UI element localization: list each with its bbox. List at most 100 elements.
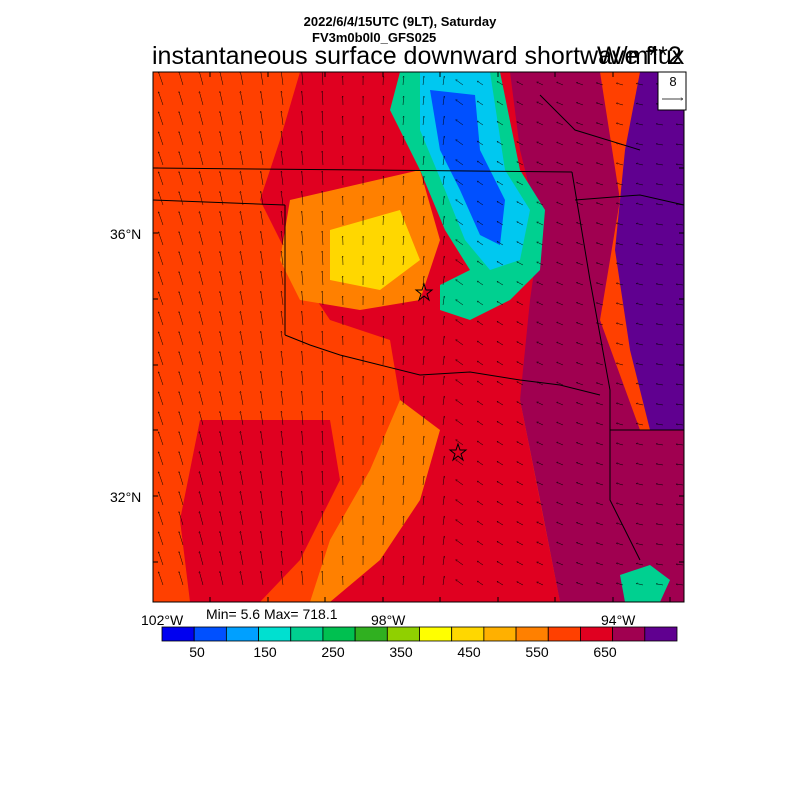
- wind-arrow: [517, 142, 524, 146]
- wind-arrow: [322, 491, 324, 506]
- wind-arrow: [422, 76, 424, 86]
- wind-arrow: [322, 72, 324, 86]
- wind-arrow: [158, 152, 164, 166]
- colorbar-swatch: [225, 626, 259, 642]
- wind-arrow: [322, 351, 324, 366]
- wind-arrow: [616, 343, 624, 346]
- tickmarks: [152, 72, 684, 602]
- wind-arrow: [302, 91, 304, 106]
- wind-arrow: [676, 404, 684, 405]
- wind-arrow: [322, 251, 324, 266]
- wind-arrow: [322, 151, 324, 166]
- wind-arrow: [261, 471, 264, 486]
- wind-arrow: [477, 100, 484, 106]
- min-max-stats: Min= 5.6 Max= 718.1: [206, 606, 338, 622]
- wind-arrow: [616, 263, 624, 266]
- wind-arrow: [616, 423, 624, 426]
- wind-arrow: [322, 571, 324, 586]
- wind-arrow: [442, 256, 444, 266]
- wind-arrow: [517, 482, 524, 486]
- wind-arrow: [676, 544, 684, 545]
- wind-arrow: [302, 151, 304, 166]
- wind-arrow: [422, 496, 424, 506]
- wind-arrow: [456, 319, 464, 326]
- colorbar-label: 450: [457, 644, 481, 660]
- wind-arrow: [422, 376, 424, 386]
- wind-arrow: [240, 72, 244, 86]
- wind-arrow: [616, 303, 624, 306]
- wind-arrow: [199, 152, 204, 166]
- wind-arrow: [557, 182, 564, 186]
- region-cloud-blue: [430, 90, 505, 245]
- wind-arrow: [158, 572, 164, 586]
- wind-arrow: [537, 242, 544, 246]
- wind-arrow: [322, 111, 324, 126]
- wind-arrow: [676, 284, 684, 285]
- colorbar-swatch: [547, 626, 581, 642]
- wind-arrow: [403, 216, 404, 226]
- wind-arrow: [456, 239, 464, 246]
- wind-arrow: [158, 512, 164, 526]
- wind-arrow: [456, 119, 464, 126]
- wind-arrow: [199, 92, 204, 106]
- wind-arrow: [179, 492, 184, 506]
- wind-arrow: [517, 582, 524, 586]
- wind-arrow: [240, 291, 244, 306]
- wind-arrow: [240, 131, 244, 146]
- wind-arrow: [477, 580, 484, 586]
- wind-arrow: [497, 581, 504, 586]
- wind-arrow: [616, 383, 624, 386]
- wind-arrow: [656, 504, 664, 506]
- wind-arrow: [240, 111, 244, 126]
- wind-arrow: [179, 192, 184, 206]
- wind-arrow: [422, 556, 424, 566]
- wind-arrow: [676, 384, 684, 385]
- wind-arrow: [220, 531, 224, 546]
- wind-arrow: [557, 542, 564, 546]
- title-variable: instantaneous surface downward shortwave…: [152, 42, 685, 70]
- wind-arrow: [517, 122, 524, 126]
- wind-arrow: [557, 462, 564, 466]
- wind-arrow: [403, 476, 404, 486]
- wind-arrow: [158, 72, 164, 86]
- wind-arrow: [179, 372, 184, 386]
- wind-arrow: [261, 511, 264, 526]
- wind-arrow: [557, 102, 564, 106]
- wind-arrow: [497, 101, 504, 106]
- wind-arrow: [442, 236, 444, 246]
- wind-arrow: [576, 563, 584, 566]
- wind-arrow: [281, 511, 284, 526]
- wind-arrow: [281, 471, 284, 486]
- wind-arrow: [322, 451, 324, 466]
- wind-arrow: [477, 440, 484, 446]
- wind-arrow: [596, 543, 604, 546]
- wind-arrow: [220, 351, 224, 366]
- wind-arrow: [199, 212, 204, 226]
- wind-arrow: [302, 571, 304, 586]
- wind-arrow: [322, 331, 324, 346]
- wind-arrow: [636, 343, 644, 346]
- wind-arrow: [636, 243, 644, 246]
- colorbar-label: 150: [253, 644, 277, 660]
- wind-arrow: [456, 439, 464, 446]
- wind-arrow: [576, 523, 584, 526]
- wind-arrow: [158, 352, 164, 366]
- wind-arrow: [281, 91, 284, 106]
- wind-arrow: [220, 431, 224, 446]
- wind-arrow: [422, 256, 424, 266]
- wind-arrow: [179, 452, 184, 466]
- wind-arrow: [517, 262, 524, 266]
- wind-arrow: [302, 551, 304, 566]
- wind-arrow: [456, 479, 464, 486]
- wind-arrow: [240, 371, 244, 386]
- wind-arrow: [596, 303, 604, 306]
- colorbar-swatch: [258, 626, 292, 642]
- wind-arrow: [422, 356, 424, 366]
- wind-arrow: [261, 291, 264, 306]
- wind-arrow: [302, 291, 304, 306]
- wind-arrow: [676, 424, 684, 425]
- wind-arrow: [442, 436, 444, 446]
- wind-arrow: [576, 583, 584, 586]
- wind-arrow: [616, 463, 624, 466]
- wind-arrow: [422, 436, 424, 446]
